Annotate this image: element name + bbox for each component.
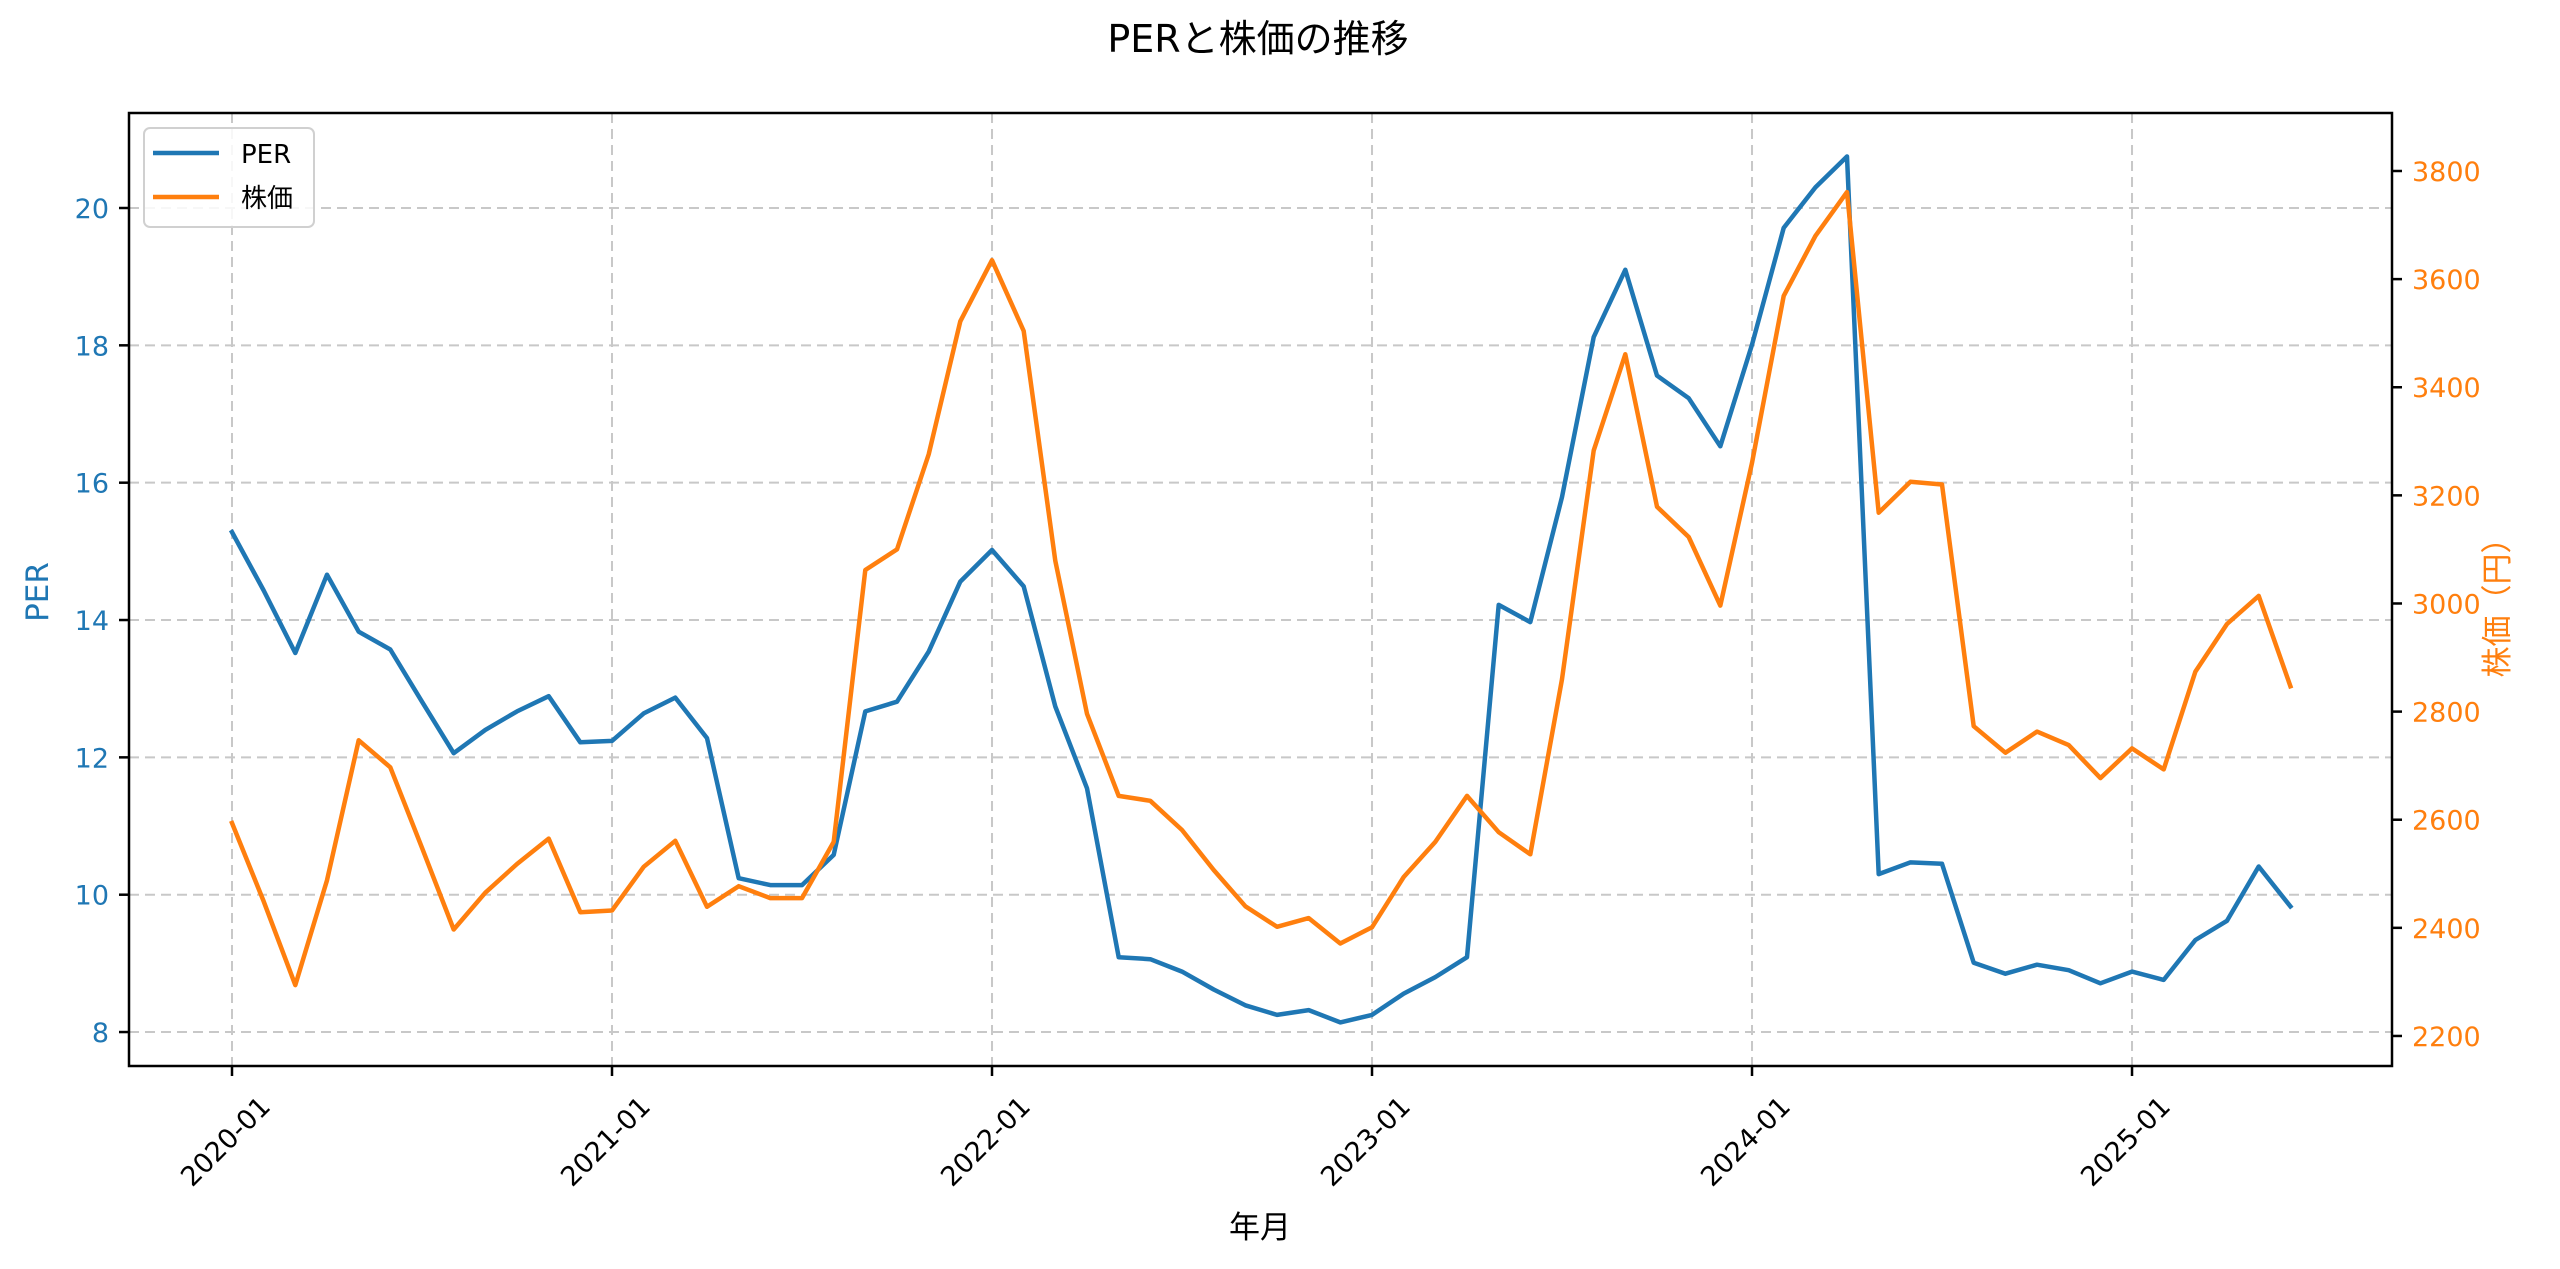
plot-series xyxy=(228,154,2294,1025)
y-right-tick-label: 3000 xyxy=(2412,589,2481,620)
per-line xyxy=(228,154,2294,1025)
y-axis-left-label: PER xyxy=(20,562,56,622)
y-left-tick-label: 20 xyxy=(75,194,109,225)
y-right-tick-label: 3800 xyxy=(2412,157,2481,188)
y-left-tick-label: 10 xyxy=(75,881,109,912)
price-line xyxy=(229,189,2294,988)
x-tick-label: 2022-01 xyxy=(935,1091,1037,1193)
y-left-tick-label: 8 xyxy=(92,1018,109,1049)
x-tick-label: 2021-01 xyxy=(555,1091,657,1193)
legend-per-label: PER xyxy=(241,140,291,170)
legend: PER 株価 xyxy=(143,127,315,228)
y-axis-right-label: 株価（円） xyxy=(2480,523,2516,678)
y-right-tick-label: 3600 xyxy=(2412,265,2481,296)
y-right-tick-label: 2200 xyxy=(2412,1022,2481,1053)
y-left-tick-label: 18 xyxy=(75,331,109,362)
x-tick-label: 2024-01 xyxy=(1695,1091,1797,1193)
x-tick-label: 2025-01 xyxy=(2075,1091,2177,1193)
legend-price-label: 株価 xyxy=(241,184,293,214)
gridlines xyxy=(129,113,2392,1066)
plot-frame xyxy=(127,111,2394,1068)
y-right-tick-label: 2600 xyxy=(2412,806,2481,837)
y-right-tick-label: 2800 xyxy=(2412,698,2481,729)
x-tick-label: 2023-01 xyxy=(1315,1091,1417,1193)
y-right-tick-label: 3200 xyxy=(2412,481,2481,512)
y-right-tick-label: 2400 xyxy=(2412,914,2481,945)
chart-title: PERと株価の推移 xyxy=(1107,17,1408,61)
y-left-tick-label: 12 xyxy=(75,743,109,774)
x-tick-label: 2020-01 xyxy=(175,1091,277,1193)
y-right-tick-label: 3400 xyxy=(2412,373,2481,404)
axis-ticks: 2020-01 2021-01 2022-01 2023-01 2024-01 2025-… xyxy=(75,157,2481,1193)
x-axis-label: 年月 xyxy=(1229,1210,1291,1246)
y-left-tick-label: 14 xyxy=(75,606,109,637)
y-left-tick-label: 16 xyxy=(75,469,109,500)
